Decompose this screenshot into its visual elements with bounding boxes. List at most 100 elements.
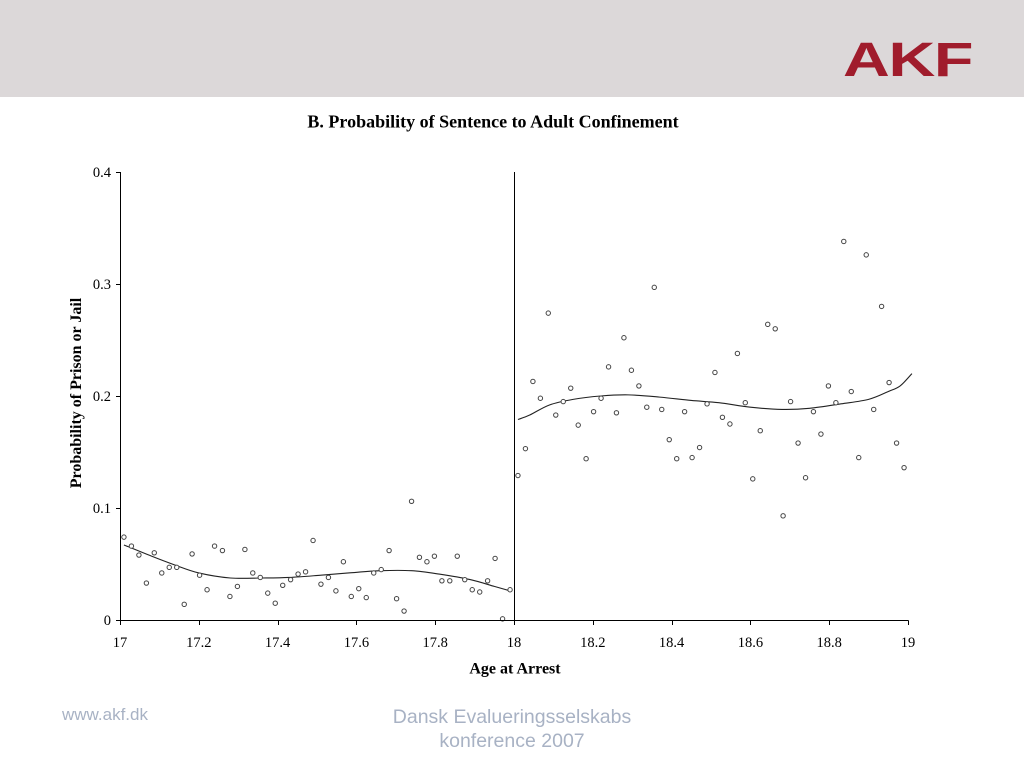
data-point — [462, 576, 468, 583]
data-point — [234, 583, 241, 590]
data-point — [613, 410, 620, 416]
data-point — [272, 600, 278, 606]
data-point — [295, 571, 301, 577]
data-point — [893, 440, 900, 446]
data-point — [265, 590, 271, 596]
data-point — [666, 436, 672, 443]
data-point — [219, 547, 226, 554]
y-tick-label: 0.4 — [93, 165, 112, 181]
data-point — [848, 388, 854, 395]
data-point — [833, 400, 839, 406]
data-point — [378, 566, 384, 573]
data-point — [545, 310, 551, 316]
data-point — [787, 398, 794, 405]
data-point — [189, 551, 195, 557]
data-point — [560, 398, 566, 405]
data-point — [659, 406, 665, 413]
data-point — [795, 440, 801, 446]
y-tick-label: 0 — [104, 613, 111, 629]
data-point — [318, 581, 324, 587]
x-tick-label: 17 — [113, 635, 128, 651]
y-axis-title: Probability of Prison or Jail — [68, 297, 85, 488]
data-point — [356, 585, 362, 592]
data-point — [689, 454, 695, 461]
data-point — [878, 303, 885, 310]
data-point — [750, 476, 756, 482]
data-point — [166, 564, 172, 571]
data-point — [348, 593, 354, 600]
data-point — [780, 513, 786, 519]
x-tick-label: 19 — [901, 635, 916, 651]
data-point — [621, 335, 627, 341]
data-point — [651, 284, 657, 291]
x-axis-ticks: 17 17.2 17.4 17.6 17.8 18 18.2 18.4 18.6 18.8 19 — [113, 620, 916, 651]
data-point — [333, 588, 339, 594]
data-point — [886, 379, 892, 386]
fitted-curve — [123, 544, 511, 592]
x-tick-label: 17.2 — [186, 635, 211, 651]
data-point — [227, 593, 233, 600]
data-point — [386, 547, 392, 554]
data-point — [681, 408, 688, 415]
data-point — [590, 408, 597, 415]
footer-conference: Dansk Evalueringsselskabs konference 200… — [312, 705, 712, 753]
data-point — [484, 578, 491, 584]
data-point — [401, 608, 407, 614]
data-point — [644, 404, 650, 410]
data-point — [583, 456, 589, 462]
data-point — [424, 559, 430, 565]
fitted-curves — [123, 373, 913, 592]
data-point — [742, 400, 748, 406]
x-tick-label: 18.6 — [738, 635, 763, 651]
data-point — [136, 552, 142, 558]
data-point — [765, 321, 771, 328]
x-tick-label: 18.4 — [659, 635, 685, 651]
data-point — [719, 414, 726, 420]
scatter-chart: B. Probability of Sentence to Adult Conf… — [68, 112, 916, 678]
data-point — [363, 594, 369, 601]
data-point — [469, 587, 475, 593]
data-point — [416, 554, 423, 560]
header-band: AKF — [0, 0, 1024, 97]
data-point — [128, 543, 135, 549]
x-tick-label: 17.8 — [423, 635, 448, 651]
data-point — [628, 367, 635, 373]
data-point — [151, 550, 157, 556]
data-point — [507, 587, 513, 593]
data-point — [863, 252, 869, 258]
data-point — [553, 412, 559, 418]
x-axis-title: Age at Arrest — [469, 661, 561, 678]
data-point — [431, 553, 438, 559]
data-point — [530, 378, 536, 385]
data-point — [802, 475, 809, 481]
data-point — [310, 537, 316, 544]
data-point — [696, 444, 703, 451]
y-axis-ticks: 0 0.1 0.2 0.3 0.4 — [93, 165, 121, 629]
data-point — [325, 574, 332, 581]
data-point — [447, 578, 453, 584]
data-point — [537, 395, 544, 401]
data-point — [174, 564, 180, 571]
akf-logo: AKF — [843, 34, 973, 87]
data-point — [818, 431, 824, 437]
footer-conference-line2: konference 2007 — [439, 730, 585, 752]
data-point — [871, 406, 877, 413]
data-point — [454, 553, 460, 559]
data-point — [371, 570, 377, 576]
data-point — [568, 385, 574, 391]
fitted-curve — [517, 373, 913, 421]
data-point — [757, 428, 763, 434]
data-point — [340, 559, 347, 565]
data-point — [257, 574, 263, 581]
data-point — [492, 555, 498, 562]
data-point — [302, 569, 309, 575]
data-point — [704, 401, 710, 407]
data-point — [515, 472, 521, 479]
x-tick-label: 18.8 — [817, 635, 842, 651]
data-point — [196, 572, 203, 578]
data-point — [727, 421, 733, 427]
data-points — [121, 238, 907, 622]
data-point — [143, 580, 150, 586]
data-point — [211, 543, 218, 549]
data-point — [499, 616, 506, 622]
